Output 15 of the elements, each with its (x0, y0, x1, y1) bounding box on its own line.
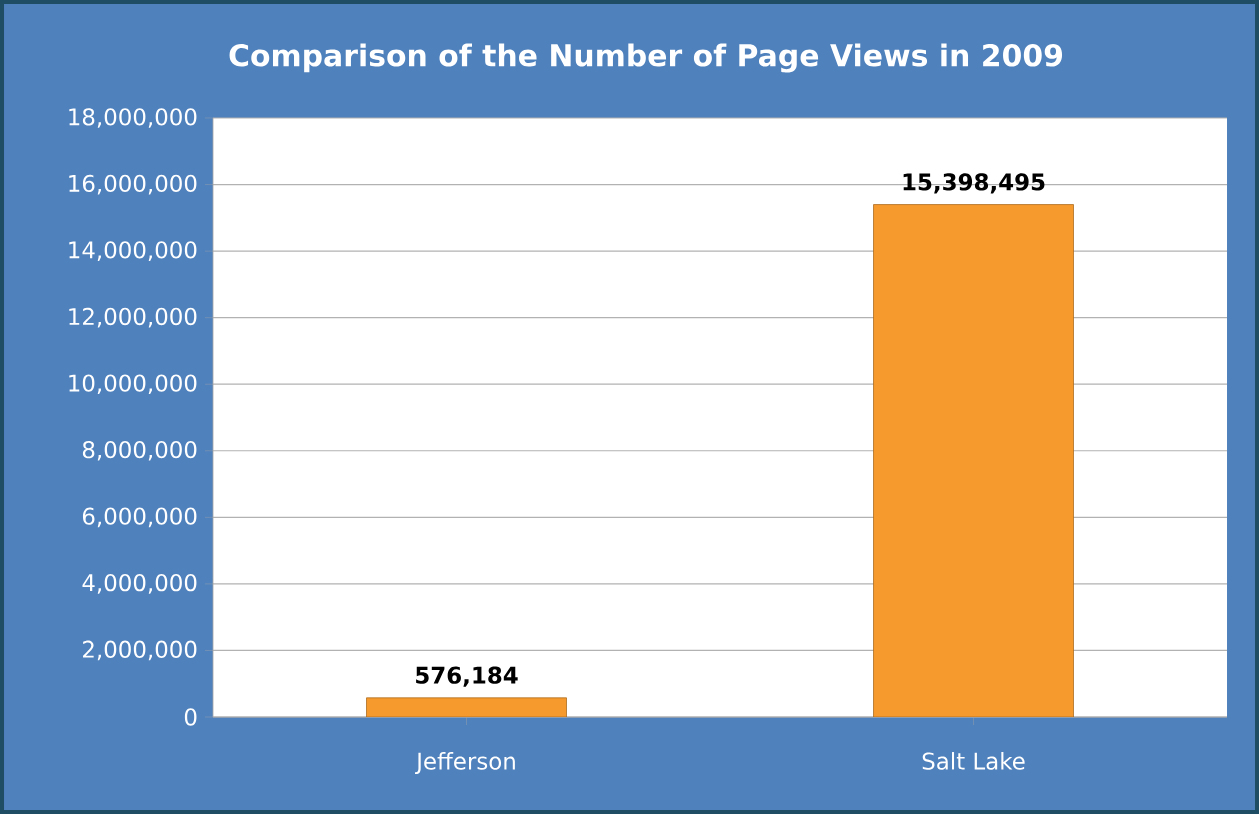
y-tick-label: 0 (184, 708, 197, 726)
y-tick-label: 4,000,000 (82, 574, 197, 594)
data-label: 15,398,495 (903, 173, 1045, 194)
y-tick-label: 2,000,000 (83, 640, 197, 661)
x-tick-label: Salt Lake (922, 752, 1025, 770)
x-tick-label: Jefferson (415, 752, 515, 775)
y-tick-label: 18,000,000 (69, 108, 197, 128)
y-tick-label: 12,000,000 (69, 307, 197, 328)
data-label: 576,184 (416, 666, 518, 687)
y-tick-label: 16,000,000 (69, 174, 197, 195)
y-tick-label: 14,000,000 (69, 241, 197, 261)
y-tick-label: 10,000,000 (69, 374, 197, 395)
y-tick-label: 8,000,000 (82, 440, 197, 461)
y-tick-label: 6,000,000 (82, 507, 197, 528)
chart-title: Comparison of the Number of Page Views in 2009 (229, 43, 1063, 73)
